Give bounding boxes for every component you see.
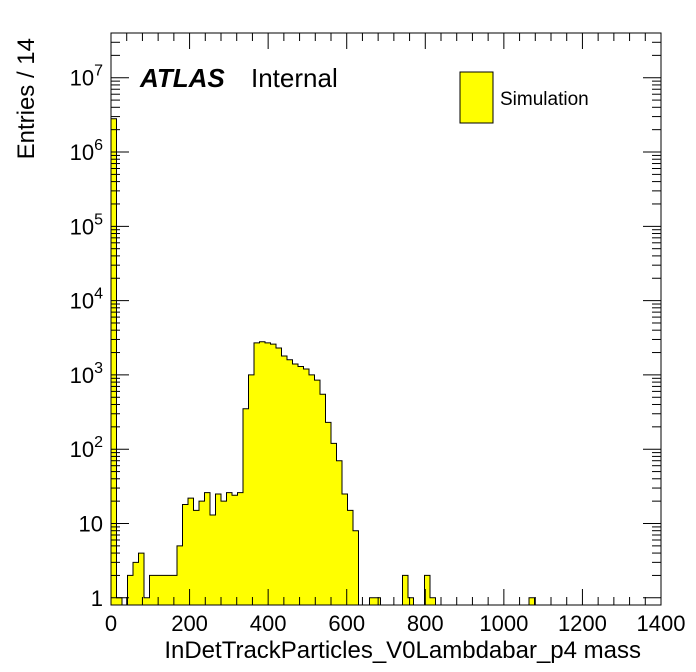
histogram-bar xyxy=(160,575,166,605)
histogram-bar xyxy=(292,364,298,605)
histogram-bar xyxy=(199,501,205,605)
legend-swatch-simulation xyxy=(459,71,494,124)
histogram-bar xyxy=(210,515,216,605)
histogram-bar xyxy=(325,422,331,605)
x-tick-label: 400 xyxy=(250,611,287,636)
histogram-bar xyxy=(166,575,172,605)
legend: Simulation xyxy=(459,71,589,124)
histogram-bar xyxy=(215,493,221,605)
histogram-bar xyxy=(155,575,161,605)
histogram-bar xyxy=(270,344,276,605)
histogram-bar xyxy=(331,443,337,605)
histogram-bar xyxy=(276,348,282,605)
histogram-bar xyxy=(424,575,430,605)
histogram-bar xyxy=(309,374,315,605)
histogram-bar xyxy=(182,504,188,605)
histogram-bar xyxy=(127,575,133,605)
x-axis-title: InDetTrackParticles_V0Lambdabar_p4 mass xyxy=(164,637,641,664)
y-tick-label: 10 xyxy=(79,512,103,537)
internal-label: Internal xyxy=(251,63,338,93)
histogram-bar xyxy=(232,495,238,605)
histogram-bar xyxy=(248,374,254,605)
y-tick-labels: 1 10 102 103 104 105 106 107 xyxy=(70,63,103,611)
histogram-bar xyxy=(402,575,408,605)
y-tick-label: 104 xyxy=(70,286,103,314)
x-tick-label: 1200 xyxy=(558,611,607,636)
y-tick-label: 103 xyxy=(70,360,103,388)
histogram-bar xyxy=(369,597,375,605)
x-tick-labels: 0 200 400 600 800 1000 1200 1400 xyxy=(105,611,686,636)
histogram-bar xyxy=(221,501,227,605)
histogram-bar xyxy=(188,498,194,605)
histogram-bar xyxy=(303,369,309,605)
histogram-bar xyxy=(144,597,150,605)
histogram-bar xyxy=(111,118,117,605)
histogram-bar xyxy=(281,355,287,605)
histogram-bar xyxy=(116,597,122,605)
x-tick-label: 200 xyxy=(171,611,208,636)
axis-ticks xyxy=(110,32,662,605)
histogram-bar xyxy=(336,460,342,605)
y-tick-label: 1 xyxy=(91,586,103,611)
legend-label-simulation: Simulation xyxy=(500,89,589,110)
histogram-bar xyxy=(237,492,243,605)
plot-frame xyxy=(110,32,662,606)
y-tick-label: 102 xyxy=(70,434,103,462)
histogram-bar xyxy=(177,545,183,605)
atlas-label: ATLAS xyxy=(139,63,225,93)
histogram-bar xyxy=(342,493,348,605)
histogram-bar xyxy=(298,366,304,605)
histogram-bar xyxy=(320,394,326,605)
x-tick-label: 1000 xyxy=(479,611,528,636)
histogram-bar xyxy=(353,530,359,605)
histogram-outline xyxy=(110,118,535,606)
histogram-bar xyxy=(133,562,139,605)
histogram-bar xyxy=(408,597,414,605)
y-tick-label: 106 xyxy=(70,137,103,165)
histogram-bar xyxy=(259,341,265,605)
histogram-bar xyxy=(314,380,320,605)
histogram-bar xyxy=(265,342,271,605)
histogram-bar xyxy=(243,408,249,605)
histogram-bar xyxy=(430,597,436,605)
histogram-bar xyxy=(347,510,353,605)
histogram-bar xyxy=(171,575,177,605)
y-tick-label: 105 xyxy=(70,211,103,239)
x-tick-label: 800 xyxy=(407,611,444,636)
y-axis-title: Entries / 14 xyxy=(13,38,40,159)
histogram-bar xyxy=(287,359,293,605)
histogram-bar xyxy=(149,575,155,605)
histogram-bar xyxy=(204,492,210,605)
histogram-bar xyxy=(138,553,144,605)
histogram-bar xyxy=(254,342,260,605)
x-tick-label: 0 xyxy=(105,611,117,636)
histogram-bar xyxy=(226,492,232,605)
x-tick-label: 1400 xyxy=(637,611,686,636)
histogram-layer xyxy=(110,118,535,606)
histogram-bar xyxy=(193,510,199,605)
y-tick-label: 107 xyxy=(70,63,103,91)
x-tick-label: 600 xyxy=(328,611,365,636)
histogram-bar xyxy=(529,597,535,605)
